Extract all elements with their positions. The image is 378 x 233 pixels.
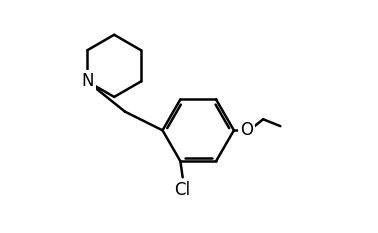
Text: Cl: Cl xyxy=(175,181,191,199)
Text: N: N xyxy=(81,72,93,90)
Text: O: O xyxy=(240,121,253,139)
